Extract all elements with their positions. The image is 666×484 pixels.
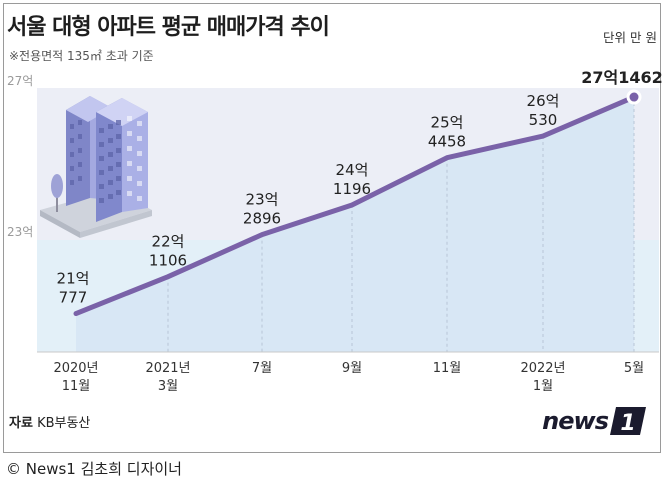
source-label: 자료 [9,416,33,431]
price-trend-line [73,94,637,317]
area-under-line [76,97,634,352]
source-value: KB부동산 [37,416,91,431]
vertical-gridlines [167,97,635,352]
logo-wordmark: news [542,407,609,435]
x-axis-labels: 2020년 11월 2021년 3월 7월 9월 11월 2022년 1월 5월 [53,361,644,394]
x-tick-label: 2020년 11월 [53,361,98,394]
image-credit: © News1 김초희 디자이너 [6,460,182,478]
x-tick-label: 2022년 1월 [520,361,565,394]
x-tick-label: 5월 [624,361,644,376]
x-tick-label: 11월 [433,361,462,376]
chart-title: 서울 대형 아파트 평균 매매가격 추이 [7,15,330,40]
data-label: 27억1462 [581,68,663,87]
news1-logo: news 1 [542,402,648,440]
data-label: 21억 777 [57,270,90,307]
logo-badge: 1 [610,407,646,436]
data-labels: 21억 777 22억 1106 23억 2896 24억 1196 25억 4458 26억 530… [57,68,663,306]
x-tick-label: 9월 [342,361,362,376]
data-label: 24억 1196 [333,161,371,198]
data-label: 23억 2896 [243,191,281,228]
x-tick-label: 2021년 3월 [145,361,190,394]
data-label: 22억 1106 [149,233,187,270]
data-label: 26억 530 [527,92,560,129]
apartment-building-icon [40,96,152,238]
source-note: 자료 KB부동산 [9,412,90,431]
y-tick-27: 27억 [7,74,33,88]
latest-point-marker [626,89,642,105]
chart-subtitle: ※전용면적 135㎡ 초과 기준 [9,49,154,63]
data-label: 25억 4458 [428,114,466,151]
y-tick-23: 23억 [7,225,33,239]
logo-digit: 1 [620,411,635,436]
unit-label: 단위 만 원 [603,30,657,45]
x-tick-label: 7월 [252,361,272,376]
